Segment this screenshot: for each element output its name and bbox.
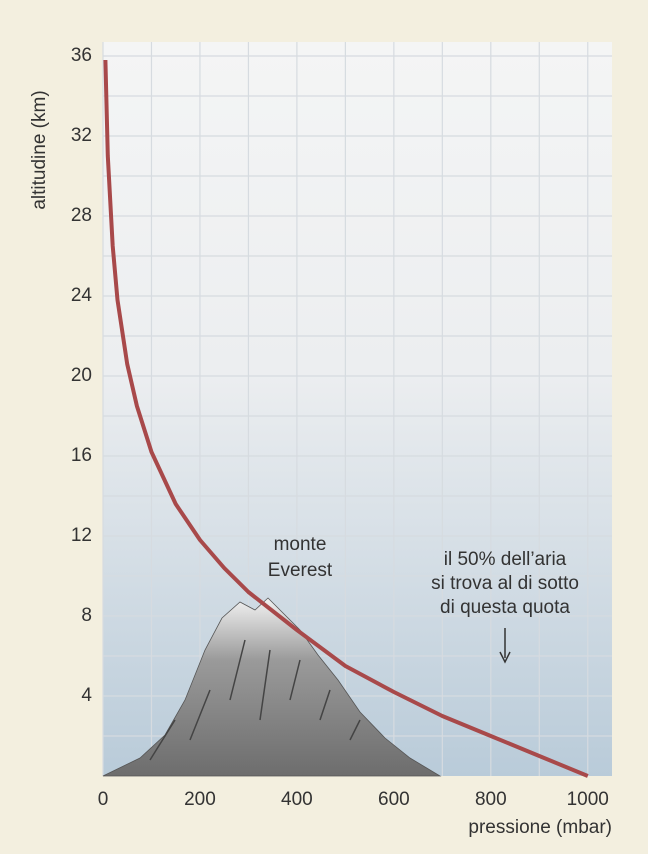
y-tick-label: 12 (71, 525, 92, 546)
arrow (499, 628, 511, 664)
annotation-line: monte (274, 534, 327, 555)
line (103, 59, 589, 778)
x-tick-label: 0 (98, 789, 109, 810)
annotation-line: di questa quota (440, 597, 570, 618)
annotation-line: il 50% dell’aria (444, 549, 567, 570)
x-tick-label: 400 (281, 789, 313, 810)
annotation-line: si trova al di sotto (431, 573, 579, 594)
y-tick-label: 16 (71, 445, 92, 466)
mountain (102, 597, 442, 777)
y-tick-label: 28 (71, 205, 92, 226)
annotation: il 50% dell’aria si trova al di sotto di q… (431, 549, 579, 618)
mountain-texture (149, 639, 361, 761)
y-tick-label: 36 (71, 45, 92, 66)
x-tick-label: 200 (184, 789, 216, 810)
y-tick-label: 24 (71, 285, 93, 306)
y-tick-label: 8 (81, 605, 92, 626)
annotation: monte Everest (268, 534, 333, 581)
y-tick-label: 32 (71, 125, 92, 146)
annotation-line: Everest (268, 560, 333, 581)
x-tick-label: 800 (475, 789, 507, 810)
y-tick-label: 4 (81, 685, 92, 706)
x-axis-label: pressione (mbar) (468, 817, 612, 838)
plot-area (103, 42, 612, 776)
x-tick-label: 600 (378, 789, 410, 810)
y-tick-label: 20 (71, 365, 92, 386)
x-tick-label: 1000 (567, 789, 609, 810)
y-axis-label: altitudine (km) (29, 90, 50, 209)
